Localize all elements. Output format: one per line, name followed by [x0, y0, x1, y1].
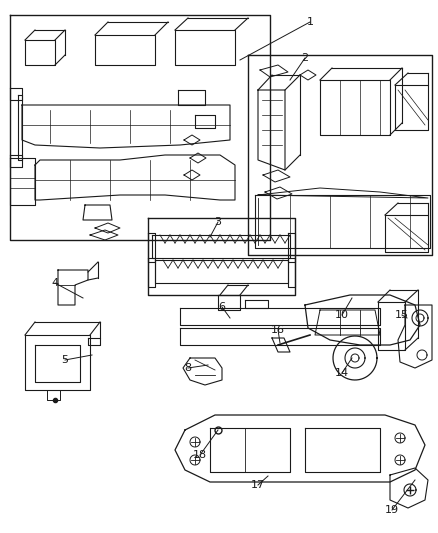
Text: 16: 16	[271, 325, 285, 335]
Text: 17: 17	[251, 480, 265, 490]
Text: 3: 3	[215, 217, 222, 227]
Text: 8: 8	[184, 363, 191, 373]
Text: 14: 14	[335, 368, 349, 378]
Text: 6: 6	[219, 302, 226, 312]
Text: 19: 19	[385, 505, 399, 515]
Text: 2: 2	[301, 53, 308, 63]
Text: 18: 18	[193, 450, 207, 460]
Text: 10: 10	[335, 310, 349, 320]
Text: 4: 4	[51, 278, 59, 288]
Text: 5: 5	[61, 355, 68, 365]
Text: 15: 15	[395, 310, 409, 320]
Text: 1: 1	[307, 17, 314, 27]
